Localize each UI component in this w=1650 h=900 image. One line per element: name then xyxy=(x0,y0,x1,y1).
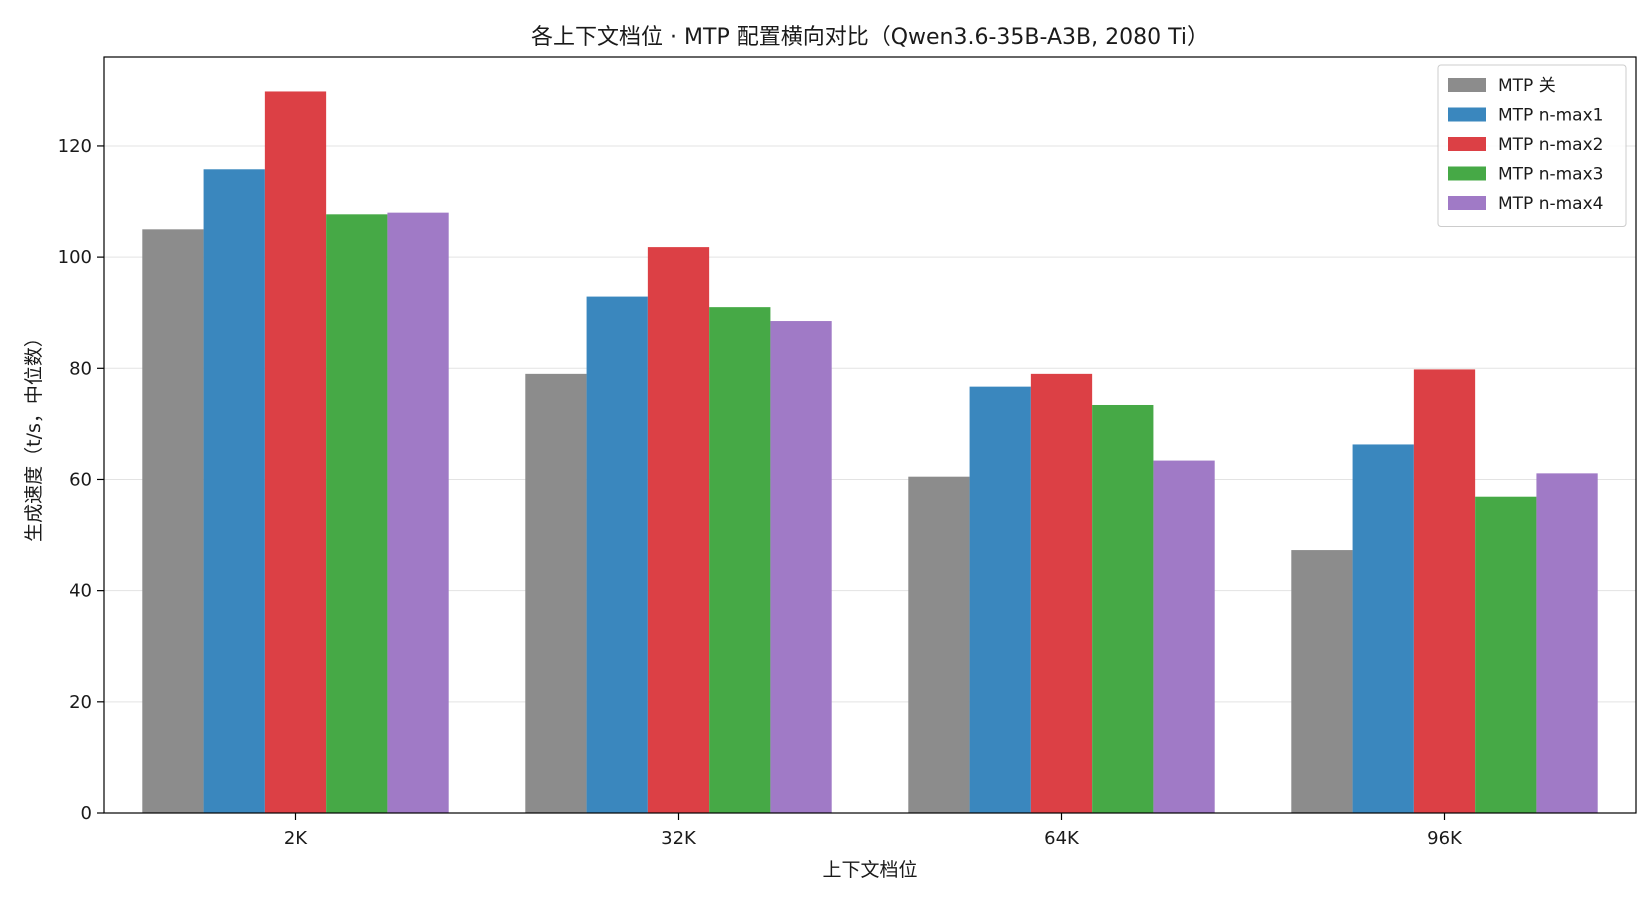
legend-label: MTP n-max4 xyxy=(1498,194,1603,214)
bar-64K-series-5 xyxy=(1153,460,1215,813)
bar-64K-series-2 xyxy=(969,386,1031,813)
legend-label: MTP n-max1 xyxy=(1498,106,1603,126)
bar-2K-series-2 xyxy=(203,169,265,814)
plot-frame xyxy=(103,56,1637,814)
bar-2K-series-5 xyxy=(387,212,449,813)
y-axis-ticks: 0 20 40 60 80 100 120 xyxy=(58,136,104,824)
bar-32K-series-1 xyxy=(525,373,587,813)
bar-64K-series-4 xyxy=(1092,404,1154,813)
bar-32K-series-2 xyxy=(586,296,648,813)
bar-2K-series-3 xyxy=(264,91,327,813)
x-axis-ticks: 2K 32K 64K 96K xyxy=(284,813,1463,849)
bar-96K-series-1 xyxy=(1291,550,1353,813)
legend-label: MTP n-max3 xyxy=(1498,165,1603,185)
y-tick-label: 60 xyxy=(69,469,92,490)
bar-2K-series-1 xyxy=(142,229,204,813)
chart-title: 各上下文档位 · MTP 配置横向对比（Qwen3.6-35B-A3B, 208… xyxy=(531,25,1209,50)
legend-swatch xyxy=(1448,137,1486,151)
y-tick-label: 100 xyxy=(58,247,92,268)
legend-label: MTP 关 xyxy=(1498,76,1556,96)
bar-32K-series-4 xyxy=(709,307,771,813)
bar-96K-series-4 xyxy=(1475,496,1537,813)
legend-swatch xyxy=(1448,107,1486,122)
y-axis-label: 生成速度（t/s，中位数） xyxy=(23,328,45,542)
x-tick-label: 64K xyxy=(1044,828,1080,849)
bar-96K-series-3 xyxy=(1413,369,1476,813)
legend-swatch xyxy=(1448,166,1486,181)
bar-32K-series-3 xyxy=(647,247,710,814)
x-tick-label: 96K xyxy=(1427,828,1463,849)
x-axis-label: 上下文档位 xyxy=(822,859,917,881)
y-tick-label: 120 xyxy=(58,136,92,157)
legend: MTP 关 MTP n-max1 MTP n-max2 MTP n-max3 MTP n… xyxy=(1437,64,1627,227)
bar-64K-series-3 xyxy=(1030,373,1093,813)
bar-96K-series-2 xyxy=(1352,444,1414,813)
legend-swatch xyxy=(1448,196,1486,210)
bars xyxy=(142,91,1598,814)
y-tick-label: 40 xyxy=(69,581,92,602)
bar-32K-series-5 xyxy=(770,321,832,813)
x-tick-label: 2K xyxy=(284,828,308,849)
bar-64K-series-1 xyxy=(908,476,970,813)
bar-2K-series-4 xyxy=(326,214,388,814)
legend-label: MTP n-max2 xyxy=(1498,135,1603,155)
legend-box xyxy=(1437,64,1627,227)
y-tick-label: 80 xyxy=(69,358,92,379)
bar-96K-series-5 xyxy=(1536,473,1598,813)
y-tick-label: 20 xyxy=(69,692,92,713)
x-tick-label: 32K xyxy=(661,828,697,849)
legend-swatch xyxy=(1448,78,1486,92)
y-tick-label: 0 xyxy=(81,803,92,824)
